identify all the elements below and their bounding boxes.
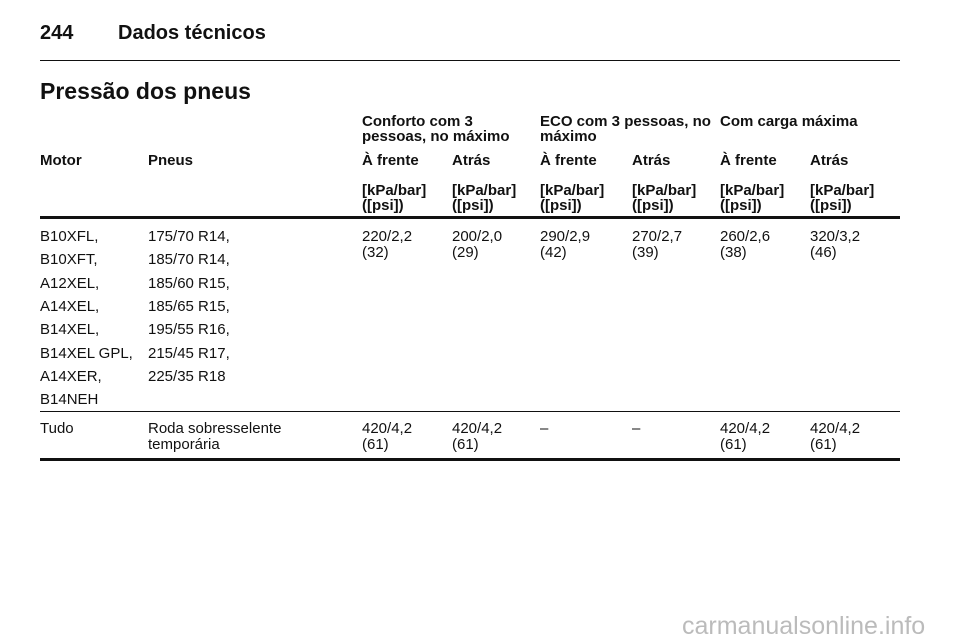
pressure: (29) <box>452 244 479 261</box>
unit-header: [kPa/bar] <box>540 182 605 199</box>
section-title: Pressão dos pneus <box>40 78 251 104</box>
motor: B10XFT, <box>40 251 98 269</box>
unit-header: [kPa/bar] <box>452 182 517 199</box>
unit-header: [kPa/bar] <box>632 182 697 199</box>
unit-header: ([psi]) <box>452 197 494 214</box>
pressure: 320/3,2 <box>810 228 861 245</box>
tire: 185/65 R15, <box>148 297 230 315</box>
pressure: 220/2,2 <box>362 228 413 245</box>
group-header: Conforto com 3 <box>362 113 473 130</box>
pressure: (38) <box>720 244 747 261</box>
pressure: 420/4,2 <box>362 420 413 437</box>
group-header: ECO com 3 pessoas, no <box>540 113 711 130</box>
motor: A12XEL, <box>40 274 100 292</box>
pressure: 260/2,6 <box>720 228 771 245</box>
row-rule <box>40 411 900 412</box>
motor: B14NEH <box>40 391 99 409</box>
unit-header: [kPa/bar] <box>362 182 427 199</box>
tire: 215/45 R17, <box>148 344 230 362</box>
unit-header: ([psi]) <box>810 197 852 214</box>
pressure: 270/2,7 <box>632 228 683 245</box>
group-header: máximo <box>540 128 597 145</box>
column-header: Motor <box>40 152 82 169</box>
header-rule <box>40 60 900 61</box>
motor: A14XER, <box>40 367 102 385</box>
page-title: Dados técnicos <box>118 22 266 44</box>
tire: 185/70 R14, <box>148 251 230 269</box>
group-header: pessoas, no máximo <box>362 128 510 145</box>
column-header: Pneus <box>148 152 194 169</box>
tire: temporária <box>148 436 220 453</box>
pressure: – <box>540 420 549 437</box>
column-header: Atrás <box>810 152 849 169</box>
pressure: (61) <box>362 436 389 453</box>
tire: Roda sobresselente <box>148 420 282 437</box>
pressure: 200/2,0 <box>452 228 503 245</box>
column-header: Atrás <box>452 152 491 169</box>
pressure: (32) <box>362 244 389 261</box>
motor: B14XEL GPL, <box>40 344 133 362</box>
page-number: 244 <box>40 22 74 44</box>
motor: A14XEL, <box>40 297 100 315</box>
unit-header: ([psi]) <box>540 197 582 214</box>
pressure: (61) <box>720 436 747 453</box>
tire: 225/35 R18 <box>148 367 226 385</box>
pressure: 420/4,2 <box>810 420 861 437</box>
group-header: Com carga máxima <box>720 113 858 130</box>
column-header: À frente <box>362 152 419 169</box>
unit-header: ([psi]) <box>632 197 674 214</box>
pressure: – <box>632 420 641 437</box>
pressure: 420/4,2 <box>452 420 503 437</box>
column-header: À frente <box>720 152 777 169</box>
pressure: (39) <box>632 244 659 261</box>
pressure: (42) <box>540 244 567 261</box>
unit-header: ([psi]) <box>720 197 762 214</box>
pressure: 290/2,9 <box>540 228 591 245</box>
unit-header: ([psi]) <box>362 197 404 214</box>
tire: 175/70 R14, <box>148 228 230 245</box>
column-header: À frente <box>540 152 597 169</box>
motor: Tudo <box>40 420 74 437</box>
table-rule <box>40 216 900 219</box>
column-header: Atrás <box>632 152 671 169</box>
tire: 185/60 R15, <box>148 274 230 292</box>
pressure: (61) <box>452 436 479 453</box>
motor: B14XEL, <box>40 321 100 339</box>
pressure: (61) <box>810 436 837 453</box>
pressure: 420/4,2 <box>720 420 771 437</box>
watermark: carmanualsonline.info <box>682 612 926 640</box>
pressure: (46) <box>810 244 837 261</box>
table-rule <box>40 458 900 461</box>
unit-header: [kPa/bar] <box>810 182 875 199</box>
unit-header: [kPa/bar] <box>720 182 785 199</box>
motor: B10XFL, <box>40 228 99 245</box>
tire: 195/55 R16, <box>148 321 230 339</box>
